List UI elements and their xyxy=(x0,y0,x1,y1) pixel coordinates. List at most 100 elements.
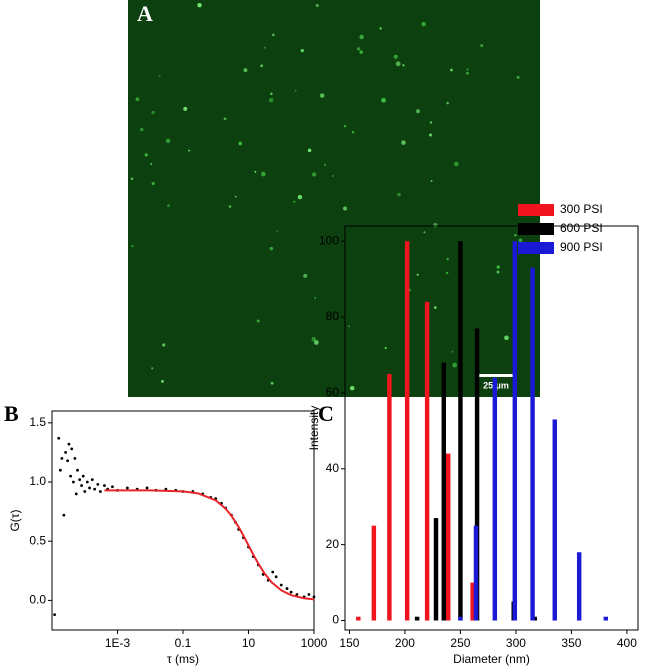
y-axis-label: G(τ) xyxy=(8,509,22,531)
particle xyxy=(151,367,154,370)
particle xyxy=(297,194,303,200)
particle xyxy=(395,61,401,67)
data-point xyxy=(103,484,106,487)
particle xyxy=(496,270,500,274)
particle xyxy=(384,346,387,350)
particle xyxy=(314,296,317,299)
particle xyxy=(165,138,171,144)
particle xyxy=(167,204,170,208)
data-point xyxy=(62,513,66,517)
particle xyxy=(402,64,405,67)
data-point xyxy=(90,478,94,482)
particle xyxy=(514,233,517,237)
particle xyxy=(433,306,437,310)
particle xyxy=(423,231,426,234)
particle xyxy=(263,46,266,49)
x-tick-label: 300 xyxy=(506,636,526,650)
particle xyxy=(293,200,296,204)
particle xyxy=(446,101,449,105)
scale-bar xyxy=(476,374,516,377)
data-point xyxy=(295,593,299,596)
particle xyxy=(349,385,355,391)
micrograph-particles xyxy=(130,2,523,391)
x-tick-label: 350 xyxy=(561,636,581,650)
particle xyxy=(311,336,317,342)
x-tick-label: 1000 xyxy=(301,636,328,650)
particle xyxy=(416,273,419,276)
particle xyxy=(351,131,355,134)
data-point xyxy=(76,468,79,472)
particle xyxy=(140,127,144,132)
x-axis-label: Diameter (nm) xyxy=(453,652,530,666)
particle xyxy=(359,34,364,40)
particle xyxy=(504,335,509,341)
data-point xyxy=(111,485,114,489)
data-point xyxy=(73,456,77,460)
particle xyxy=(379,27,382,30)
particle xyxy=(300,49,304,53)
particle xyxy=(453,161,459,167)
panel-label: A xyxy=(137,1,153,26)
y-tick-label: 100 xyxy=(319,233,339,247)
particle xyxy=(311,172,317,177)
data-point xyxy=(66,459,70,463)
bar xyxy=(512,241,518,621)
data-point xyxy=(69,474,73,478)
plot-frame xyxy=(344,225,639,631)
bar xyxy=(387,373,392,621)
particle xyxy=(131,245,134,248)
particle xyxy=(158,75,161,78)
legend-swatch xyxy=(518,242,554,254)
particle xyxy=(269,246,274,251)
x-tick-label: 0.1 xyxy=(175,636,192,650)
x-tick-label: 150 xyxy=(339,636,359,650)
y-tick-label: 20 xyxy=(326,537,340,551)
particle xyxy=(135,97,140,102)
data-point xyxy=(96,482,100,486)
particle xyxy=(270,92,273,96)
particle xyxy=(319,93,325,98)
data-point xyxy=(80,484,83,487)
bar xyxy=(433,518,439,621)
data-point xyxy=(98,490,102,493)
data-point xyxy=(60,456,64,460)
x-tick-label: 200 xyxy=(395,636,415,650)
particle xyxy=(452,362,458,368)
x-tick-label: 10 xyxy=(242,636,256,650)
data-point xyxy=(93,487,97,491)
x-tick-label: 250 xyxy=(450,636,470,650)
y-tick-label: 40 xyxy=(326,461,340,475)
data-point xyxy=(70,447,74,451)
particle xyxy=(188,149,191,152)
data-point xyxy=(67,442,71,446)
particle xyxy=(433,223,438,228)
y-tick-label: 1.0 xyxy=(29,474,46,488)
particle xyxy=(428,133,433,137)
particle xyxy=(344,125,347,128)
bar xyxy=(445,453,451,621)
particle xyxy=(268,97,274,103)
bar xyxy=(576,552,582,621)
particle xyxy=(430,180,433,182)
particle xyxy=(465,71,469,75)
legend-swatch xyxy=(518,223,554,235)
particle xyxy=(223,117,227,121)
particle xyxy=(429,121,433,124)
particle xyxy=(516,75,520,79)
particle xyxy=(518,238,523,243)
bar xyxy=(492,377,498,621)
bar xyxy=(473,525,479,621)
panel-label: B xyxy=(4,401,19,426)
particle xyxy=(276,230,279,233)
particle xyxy=(445,271,449,275)
bar xyxy=(414,616,420,621)
panel-label: C xyxy=(318,401,334,426)
data-point xyxy=(64,451,67,454)
y-tick-label: 80 xyxy=(326,309,340,323)
data-point xyxy=(125,486,129,490)
particle xyxy=(496,265,500,269)
data-point xyxy=(74,492,78,496)
data-point xyxy=(57,436,61,440)
particle xyxy=(151,110,155,115)
